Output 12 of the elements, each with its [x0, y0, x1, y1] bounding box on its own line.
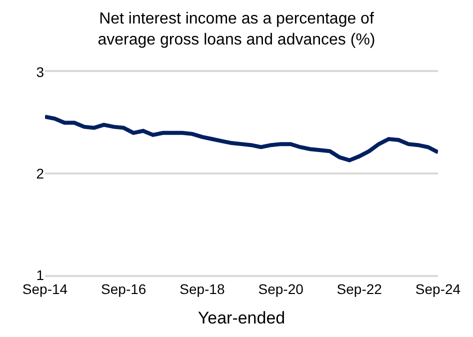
line-series [45, 114, 438, 162]
x-tick-label: Sep-18 [180, 280, 225, 297]
x-tick-label: Sep-24 [415, 280, 461, 297]
y-tick-label: 2 [36, 165, 44, 182]
x-axis-title: Year-ended [198, 308, 286, 328]
y-tick-label: 3 [36, 64, 44, 80]
y-tick-label: 1 [36, 266, 44, 283]
x-tick-label: Sep-22 [336, 280, 382, 297]
x-tick-label: Sep-14 [22, 280, 68, 297]
chart-title: Net interest income as a percentage of average gross loans and advances (%) [98, 10, 376, 48]
x-tick-label: Sep-20 [258, 280, 304, 297]
x-tick-label: Sep-16 [101, 280, 146, 297]
